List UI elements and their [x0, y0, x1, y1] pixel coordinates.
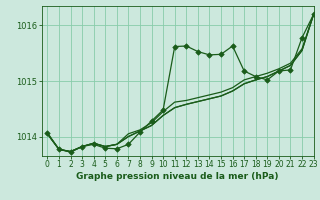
X-axis label: Graphe pression niveau de la mer (hPa): Graphe pression niveau de la mer (hPa) [76, 172, 279, 181]
